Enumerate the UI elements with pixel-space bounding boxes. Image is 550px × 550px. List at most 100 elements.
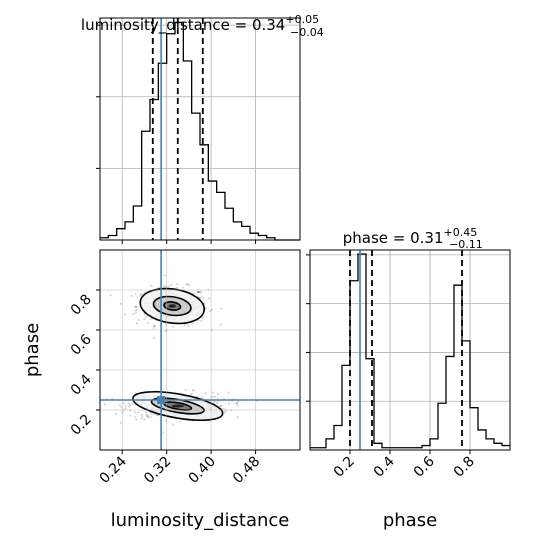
density-peak (168, 304, 176, 308)
scatter-point (140, 417, 143, 420)
scatter-point (154, 324, 157, 327)
hist2-title-sup: +0.45 (444, 226, 478, 239)
scatter-point (145, 413, 148, 416)
scatter-point (147, 415, 150, 419)
scatter-point (141, 415, 144, 418)
scatter-point (191, 389, 194, 392)
scatter-point (140, 293, 143, 296)
x-tick-label: 0.40 (186, 454, 219, 487)
scatter-point (124, 313, 127, 316)
scatter-point (124, 404, 127, 407)
scatter-point (219, 404, 222, 408)
scatter-point (149, 416, 152, 419)
scatter-point (162, 431, 165, 434)
scatter-point (137, 411, 140, 414)
scatter-point (144, 411, 148, 414)
scatter-point (155, 414, 158, 417)
scatter-point (129, 404, 132, 407)
scatter-point (130, 294, 133, 298)
scatter-point (137, 318, 140, 322)
hist2-title-base: phase = 0.31 (343, 229, 444, 247)
scatter-point (135, 418, 138, 421)
scatter-point (200, 295, 203, 298)
x-tick-label: 0.8 (451, 454, 478, 481)
hist1-histogram-step (100, 21, 300, 241)
hist2-tick-marks (306, 254, 471, 454)
joint-gridlines (100, 250, 300, 450)
scatter-point (132, 312, 135, 315)
x-axis-label-phase: phase (383, 510, 437, 531)
scatter-point (119, 302, 123, 305)
scatter-point (224, 410, 227, 414)
scatter-point (143, 317, 146, 321)
scatter-point (220, 307, 223, 310)
scatter-point (109, 294, 112, 297)
x-tick-label: 0.48 (230, 454, 263, 487)
scatter-point (134, 293, 137, 296)
hist2-histogram-step (310, 253, 510, 449)
scatter-point (236, 415, 239, 419)
scatter-point (152, 326, 155, 329)
scatter-point (140, 413, 144, 416)
scatter-point (175, 283, 179, 286)
scatter-point (119, 421, 123, 424)
hist2-title-sub: −0.11 (449, 238, 483, 251)
scatter-point (131, 402, 134, 406)
scatter-point (202, 296, 205, 300)
scatter-point (212, 401, 215, 404)
x-tick-label: 0.6 (411, 453, 438, 480)
tick-labels: 0.24 0.32 0.40 0.48 0.2 0.4 0.6 0.8 0.2 0.4 0.6 0.8 (68, 292, 478, 487)
hist2-frame (309, 249, 511, 451)
scatter-point (185, 283, 188, 286)
scatter-point (103, 403, 106, 406)
scatter-point (146, 321, 149, 325)
hist1-frame (99, 17, 301, 241)
scatter-point (236, 404, 239, 407)
joint-truth-lines (100, 250, 300, 450)
scatter-point (184, 388, 187, 391)
scatter-point (145, 316, 148, 319)
hist2-quantile-lines (349, 250, 463, 450)
scatter-point (143, 418, 146, 421)
scatter-point (135, 322, 139, 325)
scatter-point (175, 286, 179, 289)
y-axis-label-phase: phase (22, 323, 43, 377)
scatter-point (237, 400, 240, 403)
hist2-gridlines (310, 250, 510, 450)
scatter-point (114, 412, 117, 415)
scatter-point (197, 290, 200, 294)
scatter-point (208, 310, 211, 313)
scatter-point (187, 283, 190, 286)
scatter-point (133, 305, 137, 308)
y-tick-label: 0.6 (68, 331, 95, 358)
scatter-point (211, 391, 215, 394)
scatter-point (197, 319, 200, 322)
scatter-point (133, 411, 137, 414)
panel-hist-phase: phase = 0.31+0.45 −0.11 (306, 226, 511, 454)
scatter-point (135, 308, 138, 311)
x-axis-label-luminosity-distance: luminosity_distance (111, 510, 290, 531)
hist1-tick-marks (96, 24, 257, 244)
scatter-point (127, 402, 131, 405)
scatter-point (150, 412, 153, 415)
scatter-point (146, 414, 149, 417)
x-tick-label: 0.24 (97, 453, 130, 486)
scatter-point (170, 283, 173, 286)
hist1-title-base: luminosity_distance = 0.34 (81, 16, 285, 35)
scatter-point (216, 401, 219, 404)
scatter-point (149, 317, 152, 320)
hist1-title: luminosity_distance = 0.34+0.05 (81, 13, 319, 35)
scatter-point (171, 325, 174, 328)
hist1-quantile-lines (151, 18, 204, 240)
y-tick-label: 0.8 (68, 292, 95, 319)
panel-hist-luminosity-distance: luminosity_distance = 0.34+0.05 −0.04 (81, 13, 324, 244)
scatter-point (197, 290, 201, 294)
scatter-point (235, 402, 239, 405)
scatter-point (150, 284, 153, 287)
x-tick-label: 0.2 (331, 454, 358, 481)
scatter-point (187, 324, 190, 327)
scatter-point (122, 402, 125, 405)
scatter-point (220, 404, 223, 407)
y-tick-label: 0.4 (68, 371, 95, 398)
